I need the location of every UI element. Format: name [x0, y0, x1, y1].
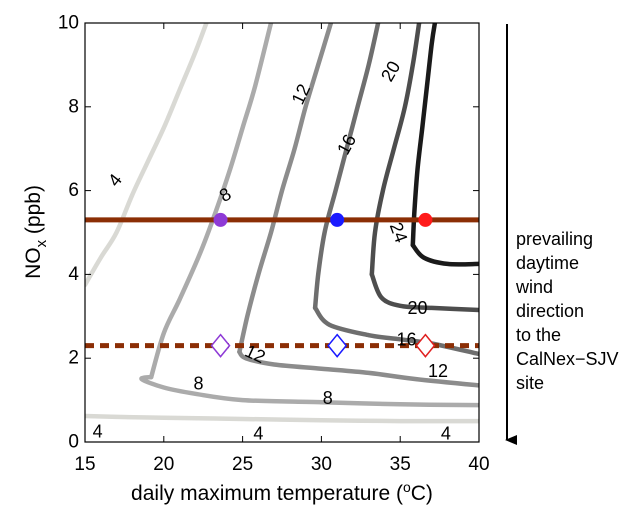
plot-frame [84, 22, 480, 443]
contour-line-24 [410, 242, 479, 267]
x-tick-label: 30 [311, 454, 332, 475]
annotation-line: CalNex−SJV [516, 349, 619, 369]
y-tick-label: 10 [58, 13, 79, 34]
site-markers [210, 212, 436, 358]
reference-lines [85, 217, 479, 349]
y-tick-label: 2 [68, 348, 79, 369]
annotation-line: wind [515, 277, 553, 297]
contour-line-20 [369, 23, 422, 277]
contour-label: 4 [441, 424, 451, 444]
y-tick-label: 6 [68, 180, 79, 201]
contour-line-4 [85, 413, 479, 424]
site-marker-diamond [327, 333, 348, 358]
wind-annotation: prevailing daytime wind direction to the CalN… [515, 229, 619, 393]
site-marker-diamond [210, 333, 231, 358]
contour-line-8 [148, 23, 274, 380]
annotation-line: daytime [516, 253, 579, 273]
x-tick-label: 35 [390, 454, 411, 475]
contour-lines [85, 23, 479, 424]
annotation-line: to the [516, 325, 561, 345]
x-tick-label: 40 [468, 454, 489, 475]
contour-label: 24 [386, 220, 412, 246]
y-axis-label: NOx (ppb) [22, 185, 50, 279]
x-tick-label: 15 [74, 454, 95, 475]
contour-line-24 [410, 23, 438, 248]
contour-line-12 [237, 349, 479, 388]
site-marker-circle [418, 212, 433, 227]
contour-line-4 [85, 23, 209, 288]
contour-label: 4 [104, 170, 126, 190]
y-tick-label: 8 [68, 96, 79, 117]
contour-line-8 [139, 374, 479, 408]
contour-label: 12 [428, 361, 448, 381]
contour-line-12 [237, 23, 334, 355]
y-tick-label: 0 [68, 432, 79, 453]
contour-label: 16 [396, 329, 416, 349]
y-tick-label: 4 [68, 264, 79, 285]
x-axis-label: daily maximum temperature (oC) [131, 479, 433, 505]
contour-label: 20 [377, 58, 404, 85]
contour-label: 4 [253, 424, 263, 444]
contour-label: 8 [193, 373, 203, 393]
annotation-line: site [516, 373, 544, 393]
contour-line-16 [312, 23, 381, 311]
site-marker-circle [213, 212, 228, 227]
annotation-line: prevailing [516, 229, 593, 249]
contour-line-20 [369, 272, 479, 313]
x-tick-label: 20 [153, 454, 174, 475]
site-marker-circle [330, 212, 345, 227]
contour-label: 4 [93, 422, 103, 442]
annotation-line: direction [516, 301, 584, 321]
contour-label: 16 [333, 131, 360, 158]
contour-label: 20 [408, 298, 428, 318]
site-marker-diamond [415, 333, 436, 358]
x-tick-label: 25 [232, 454, 253, 475]
contour-label: 8 [323, 388, 333, 408]
